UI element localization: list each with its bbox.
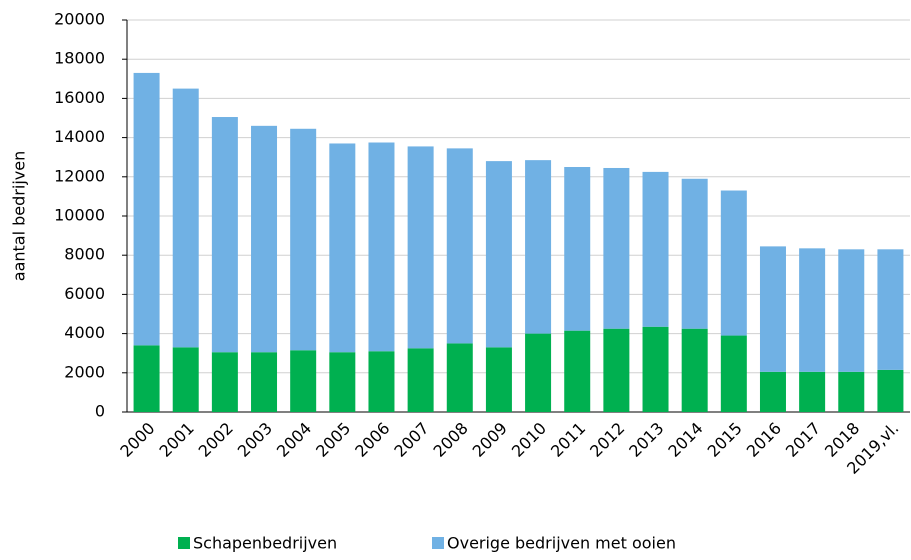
x-tick-label: 2014 — [664, 419, 706, 461]
bar-segment — [251, 125, 278, 353]
bar-segment — [368, 142, 395, 352]
bar-segment — [642, 171, 669, 327]
bar-segment — [290, 128, 317, 351]
y-tick-label: 18000 — [54, 49, 105, 68]
bar-segment — [720, 335, 747, 412]
bar-segment — [211, 117, 238, 353]
x-tick-label: 2008 — [430, 419, 472, 461]
x-tick-label: 2004 — [273, 419, 315, 461]
bar-segment — [603, 167, 630, 329]
bar-segment — [564, 167, 591, 331]
y-tick-label: 12000 — [54, 166, 105, 185]
y-tick-label: 14000 — [54, 127, 105, 146]
y-tick-label: 2000 — [64, 362, 105, 381]
x-tick-label: 2000 — [116, 419, 158, 461]
bar-segment — [485, 161, 512, 348]
x-tick-label: 2005 — [312, 419, 354, 461]
bar-segment — [446, 148, 473, 344]
y-axis-label: aantal bedrijven — [10, 151, 29, 281]
bar-segment — [251, 352, 278, 412]
bar-segment — [603, 328, 630, 412]
bar-segment — [211, 352, 238, 412]
bar-segment — [799, 248, 826, 372]
bar-segment — [329, 352, 356, 412]
bar-segment — [368, 351, 395, 412]
bar-segment — [799, 371, 826, 412]
x-tick-label: 2002 — [195, 419, 237, 461]
y-tick-label: 16000 — [54, 88, 105, 107]
x-tick-label: 2010 — [508, 419, 550, 461]
x-tick-label: 2011 — [547, 419, 589, 461]
y-tick-label: 4000 — [64, 323, 105, 342]
legend-swatch — [432, 537, 444, 549]
bar-segment — [759, 246, 786, 372]
bar-segment — [525, 160, 552, 334]
legend-label: Overige bedrijven met ooien — [447, 534, 676, 553]
bar-segment — [329, 143, 356, 353]
x-tick-label: 2009 — [469, 419, 511, 461]
y-tick-label: 8000 — [64, 245, 105, 264]
y-tick-label: 0 — [95, 402, 105, 421]
x-tick-label: 2006 — [351, 419, 393, 461]
bar-segment — [172, 347, 199, 412]
y-tick-label: 10000 — [54, 206, 105, 225]
bar-segment — [642, 326, 669, 412]
x-tick-label: 2001 — [156, 419, 198, 461]
bar-segment — [485, 347, 512, 412]
bar-segment — [407, 146, 434, 349]
bar-segment — [407, 348, 434, 412]
bar-segment — [681, 328, 708, 412]
bar-segment — [720, 190, 747, 336]
bar-segment — [133, 345, 160, 412]
x-tick-label: 2015 — [704, 419, 746, 461]
x-tick-label: 2016 — [743, 419, 785, 461]
bar-segment — [838, 371, 865, 412]
x-tick-label: 2012 — [586, 419, 628, 461]
bar-segment — [759, 371, 786, 412]
x-tick-label: 2003 — [234, 419, 276, 461]
legend-label: Schapenbedrijven — [193, 534, 337, 553]
bar-segment — [446, 343, 473, 412]
bar-segment — [681, 178, 708, 329]
legend-swatch — [178, 537, 190, 549]
y-tick-label: 6000 — [64, 284, 105, 303]
bar-segment — [877, 249, 904, 370]
x-tick-label: 2007 — [390, 419, 432, 461]
bar-segment — [133, 72, 160, 346]
bar-segment — [877, 369, 904, 412]
x-tick-label: 2013 — [625, 419, 667, 461]
bar-segment — [838, 249, 865, 372]
bar-segment — [172, 88, 199, 348]
bar-segment — [564, 330, 591, 412]
x-tick-label: 2017 — [782, 419, 824, 461]
bar-segment — [290, 350, 317, 412]
bar-segment — [525, 333, 552, 412]
y-tick-label: 20000 — [54, 10, 105, 29]
